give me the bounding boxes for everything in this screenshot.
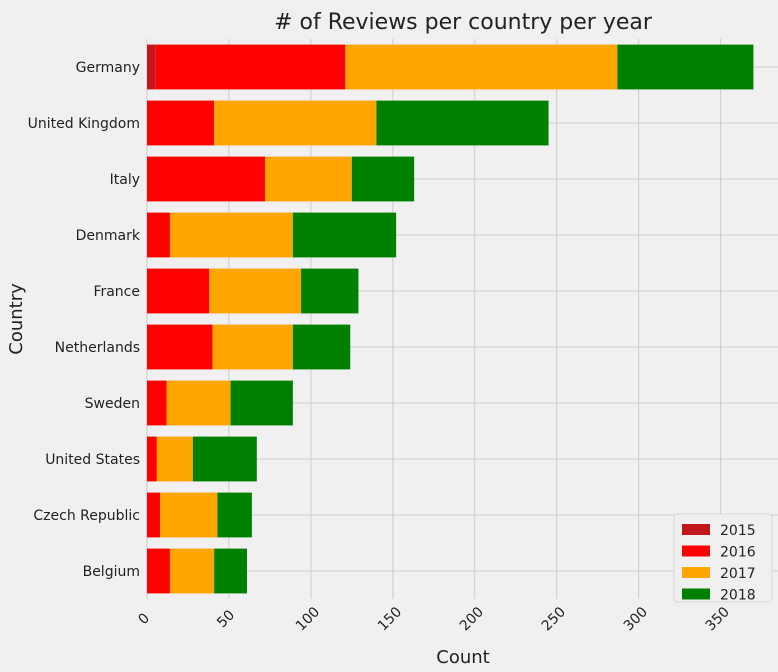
bar-2016-sweden: [147, 380, 167, 426]
bar-2018-denmark: [292, 212, 397, 258]
y-tick-label: Germany: [76, 60, 140, 76]
y-tick-label: United Kingdom: [28, 116, 140, 132]
bar-2017-denmark: [169, 212, 293, 258]
bar-2017-germany: [345, 44, 618, 90]
y-tick-label: France: [93, 284, 140, 300]
bar-2018-czech-republic: [217, 492, 252, 538]
bar-2016-united-kingdom: [147, 100, 215, 146]
y-tick-label: United States: [45, 452, 140, 468]
bar-2017-france: [209, 268, 302, 314]
legend-swatch-2016: [682, 545, 710, 557]
y-axis-label: Country: [6, 283, 27, 355]
bar-2017-czech-republic: [160, 492, 218, 538]
chart-title: # of Reviews per country per year: [274, 10, 653, 35]
bar-2016-netherlands: [147, 324, 213, 370]
legend-swatch-2017: [682, 567, 710, 578]
y-tick-label: Italy: [110, 172, 140, 188]
legend-box: [673, 513, 773, 603]
x-axis-label: Count: [436, 647, 489, 668]
bar-2018-sweden: [230, 380, 293, 426]
bar-2018-france: [301, 268, 359, 314]
bar-2018-italy: [351, 156, 415, 202]
y-tick-label: Denmark: [76, 228, 141, 244]
bar-2017-italy: [265, 156, 352, 202]
legend-label: 2016: [720, 545, 756, 561]
bar-2016-italy: [147, 156, 266, 202]
bar-2018-germany: [617, 44, 754, 90]
bar-2018-netherlands: [292, 324, 351, 370]
bar-2016-belgium: [147, 548, 170, 594]
legend-swatch-2018: [682, 588, 710, 600]
bar-2016-united-states: [147, 436, 157, 482]
bar-2017-belgium: [169, 548, 215, 594]
legend-swatch-2015: [682, 524, 710, 535]
y-tick-label: Belgium: [83, 564, 140, 580]
bar-2017-netherlands: [212, 324, 293, 370]
bar-2018-belgium: [214, 548, 247, 594]
bar-2017-sweden: [166, 380, 231, 426]
bars: [147, 44, 754, 594]
legend: 2015 2016 2017 2018: [673, 513, 773, 604]
y-tick-label: Czech Republic: [33, 508, 140, 524]
bar-2018-united-kingdom: [376, 100, 549, 146]
bar-2016-czech-republic: [147, 492, 161, 538]
bar-2016-france: [147, 268, 210, 314]
y-tick-labels: Germany United Kingdom Italy Denmark France N…: [28, 60, 141, 580]
bar-2018-united-states: [192, 436, 257, 482]
y-tick-label: Sweden: [85, 396, 140, 412]
legend-label: 2015: [720, 523, 756, 539]
y-tick-label: Netherlands: [55, 340, 140, 356]
bar-2015-germany: [147, 44, 156, 90]
bar-2016-denmark: [147, 212, 170, 258]
legend-label: 2018: [720, 588, 756, 604]
bar-2016-germany: [155, 44, 346, 90]
legend-label: 2017: [720, 566, 756, 582]
bar-2017-united-states: [156, 436, 193, 482]
bar-2017-united-kingdom: [214, 100, 377, 146]
